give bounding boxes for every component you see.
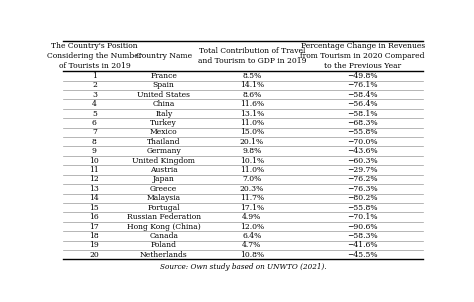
Text: −56.4%: −56.4% bbox=[347, 100, 378, 108]
Text: Japan: Japan bbox=[153, 175, 174, 183]
Text: France: France bbox=[150, 72, 177, 80]
Text: −60.3%: −60.3% bbox=[347, 157, 378, 165]
Text: Mexico: Mexico bbox=[150, 128, 178, 136]
Text: 20: 20 bbox=[90, 251, 99, 259]
Text: 13: 13 bbox=[90, 185, 100, 193]
Text: 12: 12 bbox=[90, 175, 99, 183]
Text: −70.0%: −70.0% bbox=[347, 138, 378, 146]
Text: Turkey: Turkey bbox=[150, 119, 177, 127]
Text: Malaysia: Malaysia bbox=[146, 194, 181, 202]
Text: 3: 3 bbox=[92, 91, 97, 99]
Text: 11: 11 bbox=[90, 166, 99, 174]
Text: 19: 19 bbox=[90, 241, 99, 249]
Text: −45.5%: −45.5% bbox=[347, 251, 378, 259]
Text: 4.9%: 4.9% bbox=[242, 213, 262, 221]
Text: 9: 9 bbox=[92, 147, 97, 155]
Text: 10: 10 bbox=[90, 157, 99, 165]
Text: 11.6%: 11.6% bbox=[240, 100, 264, 108]
Text: 10.1%: 10.1% bbox=[240, 157, 264, 165]
Text: −70.1%: −70.1% bbox=[347, 213, 378, 221]
Text: 7: 7 bbox=[92, 128, 97, 136]
Text: −76.1%: −76.1% bbox=[347, 81, 378, 89]
Text: −43.6%: −43.6% bbox=[347, 147, 378, 155]
Text: 4.7%: 4.7% bbox=[242, 241, 262, 249]
Text: −80.2%: −80.2% bbox=[347, 194, 378, 202]
Text: 9.8%: 9.8% bbox=[242, 147, 262, 155]
Text: 11.0%: 11.0% bbox=[240, 119, 264, 127]
Text: 14.1%: 14.1% bbox=[240, 81, 264, 89]
Text: The Country's Position
Considering the Number
of Tourists in 2019: The Country's Position Considering the N… bbox=[47, 42, 142, 70]
Text: Italy: Italy bbox=[155, 110, 173, 117]
Text: 15.0%: 15.0% bbox=[240, 128, 264, 136]
Text: −76.2%: −76.2% bbox=[347, 175, 378, 183]
Text: Greece: Greece bbox=[150, 185, 177, 193]
Text: 20.1%: 20.1% bbox=[240, 138, 264, 146]
Text: −68.3%: −68.3% bbox=[347, 119, 378, 127]
Text: 6: 6 bbox=[92, 119, 97, 127]
Text: Hong Kong (China): Hong Kong (China) bbox=[127, 223, 201, 230]
Text: 13.1%: 13.1% bbox=[240, 110, 264, 117]
Text: −90.6%: −90.6% bbox=[347, 223, 378, 230]
Text: −58.4%: −58.4% bbox=[347, 91, 378, 99]
Text: 14: 14 bbox=[90, 194, 99, 202]
Text: 17.1%: 17.1% bbox=[240, 204, 264, 212]
Text: 15: 15 bbox=[90, 204, 99, 212]
Text: −49.8%: −49.8% bbox=[347, 72, 378, 80]
Text: 10.8%: 10.8% bbox=[240, 251, 264, 259]
Text: −41.6%: −41.6% bbox=[347, 241, 378, 249]
Text: 1: 1 bbox=[92, 72, 97, 80]
Text: 4: 4 bbox=[92, 100, 97, 108]
Text: Source: Own study based on UNWTO (2021).: Source: Own study based on UNWTO (2021). bbox=[160, 263, 326, 271]
Text: 11.7%: 11.7% bbox=[240, 194, 264, 202]
Text: Canada: Canada bbox=[149, 232, 178, 240]
Text: 8.5%: 8.5% bbox=[242, 72, 262, 80]
Text: 6.4%: 6.4% bbox=[242, 232, 262, 240]
Text: −58.3%: −58.3% bbox=[347, 232, 378, 240]
Text: 12.0%: 12.0% bbox=[240, 223, 264, 230]
Text: 2: 2 bbox=[92, 81, 97, 89]
Text: −55.8%: −55.8% bbox=[347, 128, 378, 136]
Text: Portugal: Portugal bbox=[147, 204, 180, 212]
Text: Thailand: Thailand bbox=[147, 138, 181, 146]
Text: Germany: Germany bbox=[146, 147, 181, 155]
Text: Austria: Austria bbox=[150, 166, 178, 174]
Text: Russian Federation: Russian Federation bbox=[127, 213, 201, 221]
Text: 17: 17 bbox=[90, 223, 99, 230]
Text: 5: 5 bbox=[92, 110, 97, 117]
Text: Spain: Spain bbox=[153, 81, 174, 89]
Text: Total Contribution of Travel
and Tourism to GDP in 2019: Total Contribution of Travel and Tourism… bbox=[198, 47, 306, 65]
Text: Netherlands: Netherlands bbox=[140, 251, 188, 259]
Text: China: China bbox=[153, 100, 175, 108]
Text: United Kingdom: United Kingdom bbox=[132, 157, 195, 165]
Text: 16: 16 bbox=[90, 213, 99, 221]
Text: Poland: Poland bbox=[151, 241, 177, 249]
Text: 11.0%: 11.0% bbox=[240, 166, 264, 174]
Text: −55.8%: −55.8% bbox=[347, 204, 378, 212]
Text: 7.0%: 7.0% bbox=[242, 175, 262, 183]
Text: Country Name: Country Name bbox=[136, 52, 192, 60]
Text: United States: United States bbox=[137, 91, 190, 99]
Text: −58.1%: −58.1% bbox=[347, 110, 378, 117]
Text: 20.3%: 20.3% bbox=[240, 185, 264, 193]
Text: 8.6%: 8.6% bbox=[242, 91, 262, 99]
Text: Percentage Change in Revenues
from Tourism in 2020 Compared
to the Previous Year: Percentage Change in Revenues from Touri… bbox=[301, 42, 425, 70]
Text: −76.3%: −76.3% bbox=[347, 185, 378, 193]
Text: 18: 18 bbox=[90, 232, 99, 240]
Text: 8: 8 bbox=[92, 138, 97, 146]
Text: −29.7%: −29.7% bbox=[347, 166, 378, 174]
